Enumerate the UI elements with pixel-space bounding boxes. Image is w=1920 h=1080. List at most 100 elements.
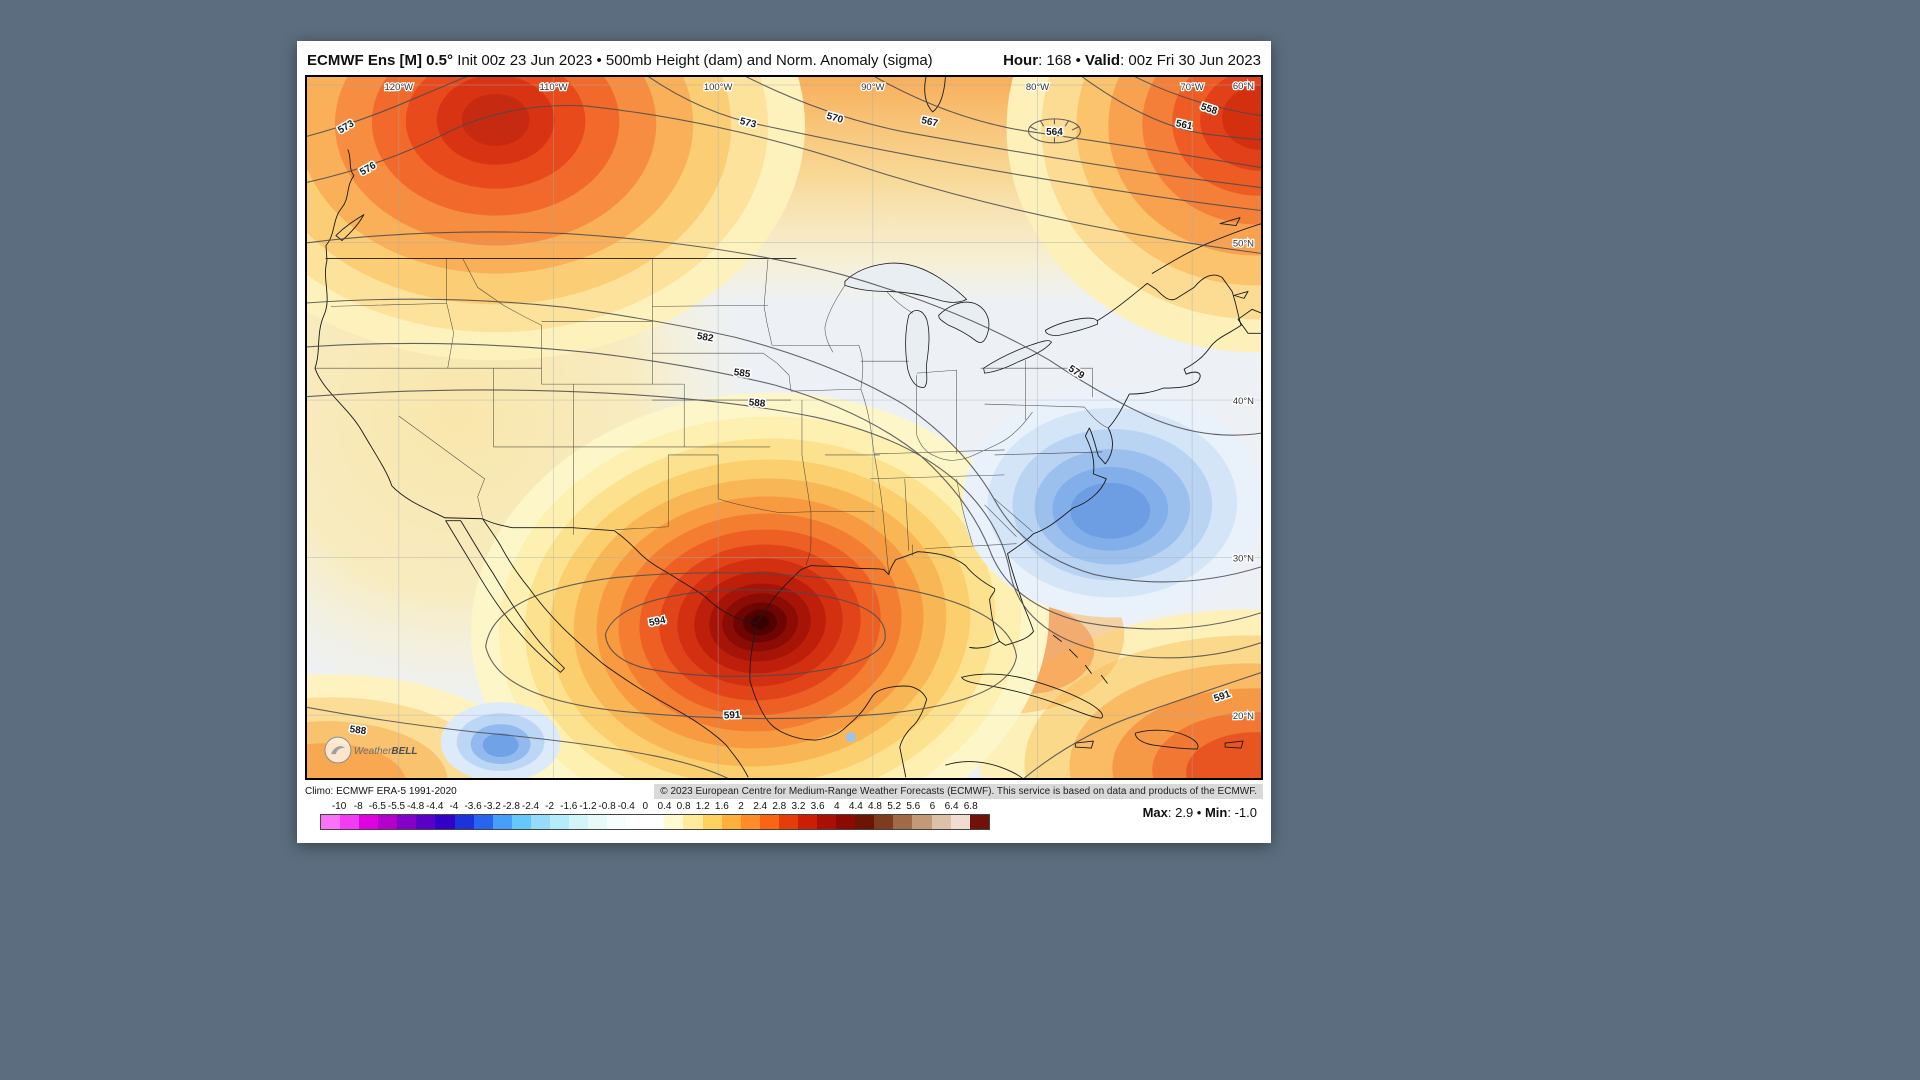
us-west-coast [314, 245, 446, 519]
nova-scotia [1237, 308, 1262, 334]
lat-label: 30°N [1233, 554, 1254, 565]
us-mexico-border [444, 517, 758, 624]
min-value: -1.0 [1234, 805, 1257, 820]
gulf-of-mexico-coast [749, 622, 928, 778]
colorbar-cell [454, 815, 474, 829]
colorbar-tick: -4 [449, 801, 459, 812]
valid-value: 00z Fri 30 Jun 2023 [1128, 51, 1261, 69]
colorbar-tick: 4.4 [848, 801, 863, 812]
colorbar-cell [340, 815, 360, 829]
colorbar-tick: 4 [833, 801, 840, 812]
colorbar-cell [416, 815, 436, 829]
northeast-warm-anomaly [1006, 76, 1262, 353]
colorbar-cell [912, 815, 932, 829]
contour-label: 561 [1175, 118, 1194, 132]
lake-ontario [1045, 317, 1099, 336]
colorbar-cell [397, 815, 417, 829]
colorbar-tick: -6.5 [368, 801, 386, 812]
colorbar-cell [797, 815, 818, 829]
colorbar-cell [607, 815, 627, 829]
colorbar-tick: -0.8 [598, 801, 616, 812]
st-lawrence-north-shore [1151, 223, 1262, 274]
colorbar-cell [378, 815, 398, 829]
vancouver-island [335, 214, 365, 241]
east-coast-cool-anomaly [962, 388, 1262, 618]
contour-561 [1080, 76, 1262, 141]
caribbean-warm-anomaly [979, 609, 1262, 779]
lat-label: 60°N [1233, 81, 1254, 92]
colorbar-cell [855, 815, 875, 829]
lat-label: 20°N [1233, 711, 1254, 722]
page-title: ECMWF Ens [M] 0.5° Init 00z 23 Jun 2023 … [307, 52, 933, 69]
lat-label: 50°N [1233, 239, 1254, 250]
colorbar-cell [321, 815, 341, 829]
lake-superior [844, 262, 968, 303]
model-name: ECMWF Ens [M] 0.5° [307, 51, 454, 69]
colorbar-cell [473, 815, 493, 829]
colorbar-tick: -10 [331, 801, 347, 812]
colorbar-tick: -0.4 [617, 801, 635, 812]
cuba [961, 673, 1103, 719]
anticosti-island [1219, 217, 1241, 227]
colorbar-tick: 1.2 [695, 801, 710, 812]
state-borders [314, 258, 1109, 575]
contour-573-east [646, 76, 1262, 212]
max-min-stats: Max: 2.9 • Min: -1.0 [1142, 805, 1257, 820]
copyright-note: © 2023 European Centre for Medium-Range … [654, 783, 1263, 799]
colorbar-tick: -3.6 [464, 801, 482, 812]
contour-label: 582 [696, 331, 715, 345]
james-bay [924, 76, 946, 113]
northwest-warm-anomaly [306, 76, 805, 361]
colorbar-tick: -2.8 [502, 801, 520, 812]
contour-label: 564 [1046, 127, 1063, 138]
hour-label: Hour [1003, 51, 1039, 69]
lon-label: 100°W [704, 82, 733, 93]
colorbar-tick: -1.2 [579, 801, 597, 812]
contour-label: 588 [748, 397, 766, 409]
climo-note: Climo: ECMWF ERA-5 1991-2020 [305, 785, 457, 797]
bahamas [1052, 634, 1108, 684]
colorbar-cell [664, 815, 684, 829]
colorbar-cell [645, 815, 665, 829]
colorbar-cell [588, 815, 608, 829]
contour-594-loop [604, 589, 886, 677]
colorbar-cell [950, 815, 970, 829]
contour-582 [306, 298, 1262, 583]
colorbar-tick: 6 [929, 801, 936, 812]
hour-value: 168 [1046, 51, 1072, 69]
min-label: Min [1204, 805, 1228, 820]
validity-info: Hour: 168 • Valid: 00z Fri 30 Jun 2023 [1003, 51, 1261, 69]
colorbar-cell [569, 815, 589, 829]
map-canvas: 558 561 564 567 570 573 573 576 579 582 … [306, 76, 1262, 779]
colorbar-cell [702, 815, 722, 829]
forecast-panel: ECMWF Ens [M] 0.5° Init 00z 23 Jun 2023 … [297, 41, 1271, 843]
contour-579 [306, 231, 1262, 436]
colorbar-tick: 1.6 [714, 801, 729, 812]
contour-588-north [306, 389, 1262, 659]
contour-591-loop [485, 572, 1018, 720]
contour-567 [872, 76, 1262, 169]
contour-564-hatches [1029, 118, 1079, 144]
max-value: 2.9 [1175, 805, 1194, 820]
colorbar-tick: -3.2 [483, 801, 501, 812]
colorbar-cell [683, 815, 703, 829]
colorbar-tick: 0 [642, 801, 649, 812]
bc-coast [325, 149, 355, 246]
colorbar-tick: 2.4 [753, 801, 768, 812]
colorbar-tick: -5.5 [387, 801, 406, 812]
colorbar-cell [626, 815, 646, 829]
max-label: Max [1142, 805, 1168, 820]
contour-591-southeast [1022, 671, 1262, 779]
colorbar-cell [549, 815, 570, 829]
colorbar-tick: 3.2 [791, 801, 806, 812]
attribution-row: Climo: ECMWF ERA-5 1991-2020 © 2023 Euro… [305, 783, 1263, 799]
lon-label: 90°W [861, 82, 884, 93]
small-cool-spot [845, 732, 856, 743]
colorbar-cell [740, 815, 760, 829]
colorbar-tick: 6.4 [944, 801, 959, 812]
colorbar-cell [817, 815, 837, 829]
colorbar-tick: 6.8 [963, 801, 978, 812]
lat-label: 40°N [1233, 396, 1254, 407]
contour-588-southwest [306, 706, 731, 779]
